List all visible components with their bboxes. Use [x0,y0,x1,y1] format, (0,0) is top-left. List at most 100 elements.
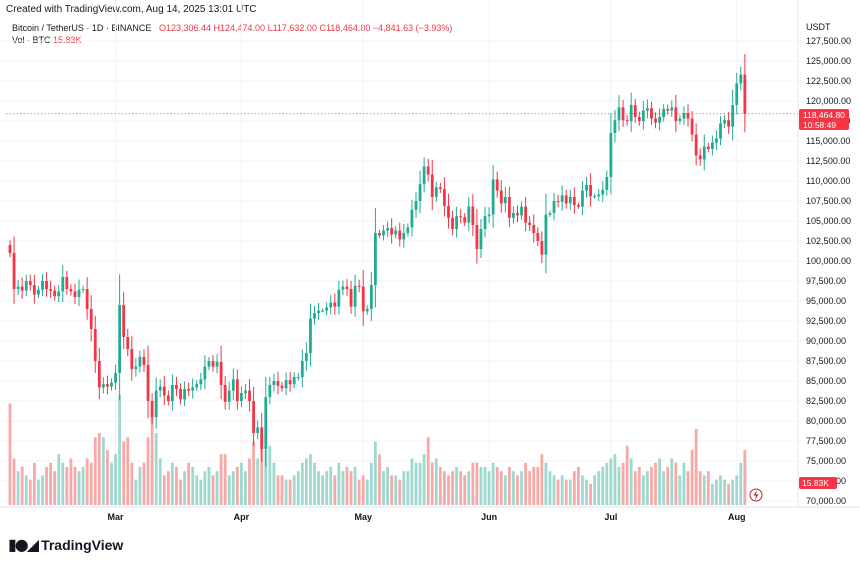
candle-body [654,118,657,123]
candle-body [443,189,446,206]
legend: Bitcoin / TetherUS · 1D · BINANCE O123,3… [12,22,452,46]
volume-bar [394,475,398,505]
candle-body [670,107,674,111]
month-tick-label: May [354,512,372,522]
month-tick-label: Mar [108,512,125,522]
volume-bar [621,462,625,505]
volume-bar [49,462,52,505]
volume-bar [625,445,629,505]
volume-bar [166,471,170,505]
candle-body [374,233,377,285]
volume-bar [207,466,211,505]
volume-bar [195,475,199,505]
volume-bar [280,475,284,505]
volume-bar [666,466,670,505]
volume-bar [710,483,714,505]
candle-body [171,385,174,401]
candle-body [601,189,605,195]
symbol-label[interactable]: Bitcoin / TetherUS · 1D · BINANCE [12,23,152,33]
volume-bar [487,471,491,505]
candle-body [556,201,560,202]
volume-bar [276,475,280,505]
volume-bar [682,462,686,505]
volume-bar [581,475,584,505]
volume-bar [731,479,735,505]
candle-body [244,390,247,393]
volume-bar [572,471,576,505]
candle-body [593,196,597,198]
candle-body [702,146,706,160]
volume-bar [378,454,381,505]
volume-bar [532,466,536,505]
volume-bar [471,462,475,505]
volume-bar [702,475,706,505]
volume-bar [292,475,296,505]
volume-bar [670,458,674,505]
candle-body [597,194,601,197]
volume-bar [69,458,73,505]
price-tick-label: 87,500.00 [806,356,846,366]
candle-body [483,216,487,229]
candle-body [81,289,85,290]
candle-body [215,361,219,367]
candle-body [211,361,215,367]
volume-bar [739,462,743,505]
candle-body [540,241,544,255]
volume-bar [727,483,731,505]
volume-bar [491,462,495,505]
candle-body [77,289,81,297]
volume-value: 15.83K [53,35,82,45]
candle-body [288,380,292,385]
volume-bar [426,437,430,505]
volume-bar [32,462,36,505]
candle-body [536,233,540,241]
volume-bar [122,441,126,505]
volume-bar [430,462,434,505]
last-price-tag: 118,464.80 10:58:49 [799,109,849,130]
price-tick-label: 122,500.00 [806,76,851,86]
volume-bar [402,471,406,505]
volume-bar [447,475,450,505]
volume-bars [8,395,747,505]
candle-body [455,216,458,229]
candle-body [487,214,491,217]
volume-bar [252,441,255,505]
volume-bar [475,462,479,505]
volume-bar [89,462,93,505]
volume-bar [41,475,44,505]
volume-bar [597,471,601,505]
candle-body [53,290,57,297]
open-value: O123,306.44 [158,23,211,33]
volume-bar [12,458,16,505]
candle-body [20,286,24,291]
candle-body [739,74,743,84]
volume-bar [528,471,532,505]
candle-body [187,389,191,391]
volume-bar [138,466,142,505]
bolt-icon[interactable] [749,488,763,502]
candle-body [386,228,389,231]
volume-bar [106,450,109,505]
volume-bar [130,462,134,505]
candle-body [710,142,714,149]
candle-body [719,123,722,139]
candle-body [641,110,645,121]
candle-body [203,366,207,380]
candle-body [694,134,698,156]
volume-bar [706,471,710,505]
tradingview-logo[interactable]: ▮●◢ TradingView [8,535,123,554]
price-axis: 127,500.00 125,000.00 122,500.00 120,000.00… [806,36,851,506]
price-tick-label: 105,000.00 [806,216,851,226]
volume-bar [272,462,276,505]
candle-body [735,83,739,105]
candle-body [24,281,28,291]
volume-bar [544,462,548,505]
candle-body [544,214,548,255]
volume-bar [503,475,507,505]
candle-body [195,384,199,388]
volume-bar [455,466,458,505]
volume-label[interactable]: Vol · BTC [12,35,51,45]
volume-bar [341,471,345,505]
volume-bar [73,466,77,505]
